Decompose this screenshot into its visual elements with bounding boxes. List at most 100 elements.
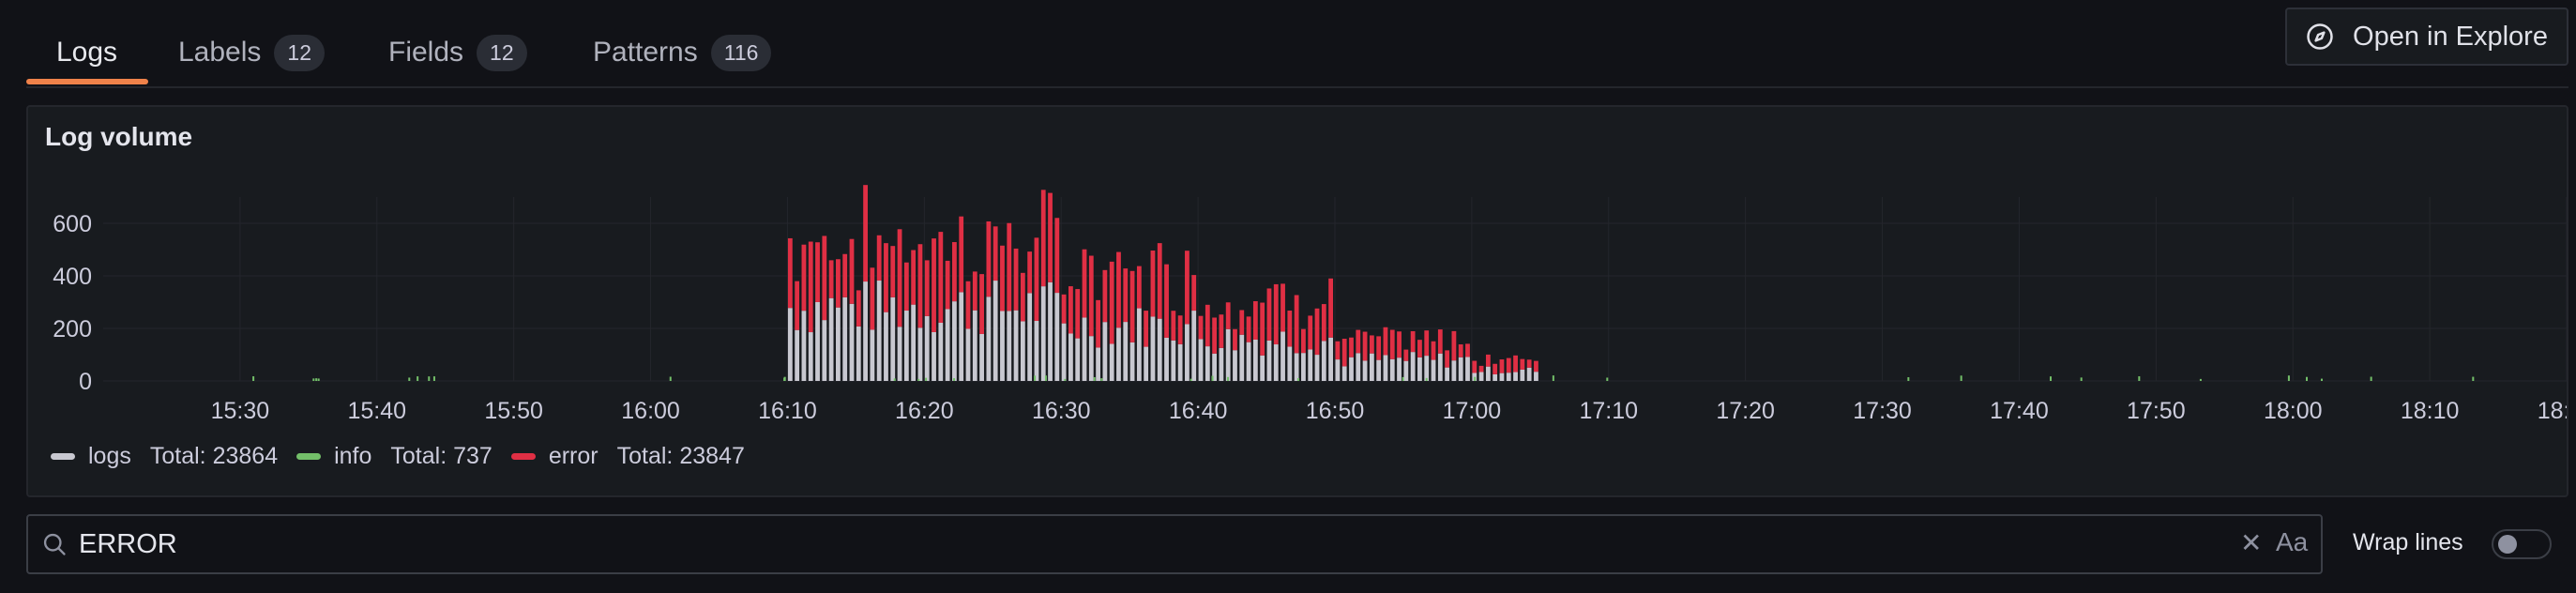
- bar-info: [1606, 377, 1609, 381]
- bar-logs: [1000, 311, 1005, 381]
- tab-logs-label: Logs: [56, 37, 118, 68]
- bar-logs: [1273, 344, 1279, 381]
- bar-error: [787, 237, 793, 309]
- bar-error: [1266, 288, 1272, 341]
- bar-error: [1116, 251, 1121, 328]
- x-tick-label: 15:40: [347, 398, 406, 424]
- bar-logs: [1478, 372, 1484, 381]
- bar-error: [1198, 315, 1204, 340]
- y-tick-label: 0: [79, 369, 92, 395]
- bar-logs: [1451, 360, 1457, 381]
- tab-labels[interactable]: Labels 12: [178, 23, 325, 83]
- bar-error: [1294, 295, 1299, 354]
- wrap-lines-toggle[interactable]: [2492, 529, 2552, 559]
- bar-error: [1061, 294, 1067, 324]
- bar-error: [1185, 251, 1190, 325]
- bar-logs: [1013, 310, 1019, 381]
- bar-error: [1513, 355, 1518, 373]
- compass-icon: [2307, 23, 2333, 50]
- tab-patterns-count: 116: [710, 34, 772, 71]
- bar-logs: [1185, 324, 1190, 381]
- bar-error: [1273, 283, 1279, 345]
- bar-error: [1376, 336, 1382, 360]
- bar-error: [1465, 343, 1470, 357]
- search-input[interactable]: [79, 524, 2218, 565]
- bar-error: [1403, 349, 1409, 361]
- bar-logs: [1171, 340, 1176, 381]
- bar-logs: [1410, 352, 1416, 381]
- x-tick-label: 16:20: [895, 398, 954, 424]
- x-tick-label: 16:30: [1032, 398, 1091, 424]
- bar-logs: [870, 329, 875, 381]
- tab-logs[interactable]: Logs: [56, 23, 117, 83]
- bar-error: [1520, 358, 1525, 370]
- bar-info: [315, 378, 318, 381]
- bar-logs: [1356, 353, 1361, 381]
- bar-error: [1458, 344, 1463, 357]
- bar-error: [890, 246, 896, 297]
- bar-logs: [1266, 340, 1272, 381]
- bar-logs: [1102, 322, 1108, 381]
- bar-logs: [1048, 281, 1053, 381]
- tab-patterns[interactable]: Patterns 116: [593, 23, 772, 83]
- bar-error: [1410, 330, 1416, 353]
- bar-logs: [1485, 366, 1491, 381]
- bar-error: [1007, 222, 1012, 312]
- bar-error: [1225, 302, 1231, 329]
- bar-logs: [876, 281, 882, 381]
- bar-logs: [1082, 317, 1087, 381]
- bar-error: [1123, 268, 1129, 323]
- bar-error: [924, 260, 930, 316]
- bar-logs: [808, 332, 813, 381]
- bar-info: [953, 378, 956, 381]
- legend-item-logs[interactable]: logs Total: 23864: [51, 443, 278, 470]
- bar-info: [1425, 377, 1428, 381]
- bar-info: [1552, 375, 1554, 381]
- bar-error: [884, 243, 888, 312]
- bar-error: [972, 271, 977, 311]
- x-tick-label: 16:00: [621, 398, 680, 424]
- bar-info: [2370, 376, 2372, 381]
- bar-logs: [1219, 347, 1224, 381]
- bar-error: [979, 274, 984, 334]
- y-tick-label: 200: [53, 316, 92, 342]
- bar-error: [1239, 310, 1245, 335]
- bar-error: [1136, 266, 1142, 309]
- close-icon[interactable]: ✕: [2240, 528, 2263, 557]
- open-in-explore-button[interactable]: Open in Explore: [2285, 8, 2568, 66]
- bar-error: [1252, 301, 1258, 340]
- legend-item-error[interactable]: error Total: 23847: [510, 443, 745, 470]
- bar-error: [897, 229, 902, 327]
- bar-logs: [787, 308, 793, 381]
- bar-error: [1437, 329, 1443, 354]
- bar-info: [2138, 376, 2141, 381]
- bar-logs: [1403, 360, 1409, 381]
- open-in-explore-label: Open in Explore: [2353, 21, 2548, 52]
- bar-error: [870, 267, 875, 330]
- bar-logs: [1252, 339, 1258, 381]
- legend-item-info[interactable]: info Total: 737: [296, 443, 492, 470]
- bar-logs: [1157, 318, 1162, 381]
- x-tick-label: 17:00: [1443, 398, 1502, 424]
- bar-error: [1129, 270, 1135, 342]
- bar-info: [2080, 377, 2083, 381]
- bar-error: [1308, 315, 1313, 350]
- x-tick-label: 16:40: [1169, 398, 1228, 424]
- bar-logs: [945, 309, 950, 381]
- bar-logs: [856, 326, 861, 381]
- bar-logs: [959, 292, 964, 381]
- bar-logs: [828, 297, 834, 381]
- bar-error: [1424, 330, 1430, 357]
- bar-error: [1314, 308, 1320, 356]
- x-tick-label: 15:30: [211, 398, 270, 424]
- bar-logs: [1362, 360, 1368, 381]
- bar-error: [1164, 264, 1169, 338]
- legend-swatch-logs: [51, 452, 75, 460]
- case-sensitive-toggle[interactable]: Aa: [2276, 527, 2309, 556]
- bar-logs: [986, 296, 992, 381]
- legend-series-name: logs: [88, 442, 131, 469]
- tab-fields[interactable]: Fields 12: [388, 23, 527, 83]
- bar-info: [1402, 376, 1404, 381]
- bar-error: [1328, 278, 1333, 338]
- bar-logs: [1287, 346, 1293, 381]
